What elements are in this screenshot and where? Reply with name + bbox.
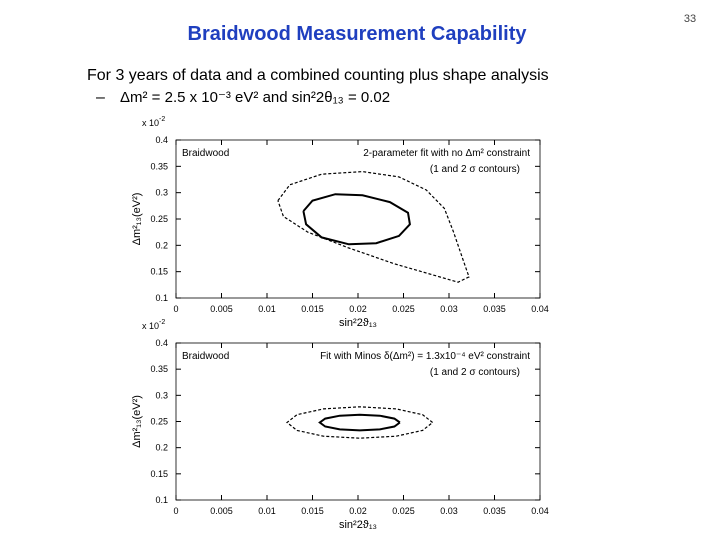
axis-multiplier: x 10-2	[142, 319, 165, 331]
slide-title: Braidwood Measurement Capability	[188, 23, 528, 45]
y-axis-label: Δm²₁₃(eV²)	[131, 395, 143, 448]
x-tick-label: 0.04	[531, 304, 549, 314]
x-axis-label: sin²2ϑ₁₃	[339, 519, 377, 531]
x-tick-label: 0.03	[440, 304, 458, 314]
annotation: Braidwood	[182, 351, 229, 362]
y-tick-label: 0.1	[155, 293, 168, 303]
x-axis-label: sin²2ϑ₁₃	[339, 317, 377, 329]
y-tick-label: 0.1	[155, 495, 168, 505]
x-tick-label: 0.025	[392, 304, 415, 314]
y-tick-label: 0.3	[155, 390, 168, 400]
x-tick-label: 0.005	[210, 506, 233, 516]
x-tick-label: 0.005	[210, 304, 233, 314]
y-tick-label: 0.3	[155, 188, 168, 198]
multiplier-base: x 10	[142, 321, 159, 331]
multiplier-base: x 10	[142, 118, 159, 128]
bullet: For 3 years of data and a combined count…	[87, 67, 549, 84]
x-tick-label: 0.015	[301, 304, 324, 314]
annotation: Braidwood	[182, 148, 229, 159]
y-tick-label: 0.4	[155, 135, 168, 145]
annotation: (1 and 2 σ contours)	[430, 367, 520, 378]
x-tick-label: 0.04	[531, 506, 549, 516]
axis-multiplier: x 10-2	[142, 116, 165, 128]
sub-bullet: Δm² = 2.5 x 10⁻³ eV² and sin²2θ₁₃ = 0.02	[120, 89, 390, 106]
annotation: (1 and 2 σ contours)	[430, 164, 520, 175]
contour	[286, 406, 433, 439]
y-tick-label: 0.25	[150, 214, 168, 224]
x-tick-label: 0.02	[349, 506, 367, 516]
multiplier-exponent: -2	[159, 116, 165, 123]
x-tick-label: 0	[173, 304, 178, 314]
sub-marker: –	[96, 89, 105, 106]
y-tick-label: 0.35	[150, 364, 168, 374]
x-tick-label: 0.035	[483, 304, 506, 314]
contour	[277, 170, 470, 283]
page-number: 33	[684, 13, 696, 25]
x-tick-label: 0.025	[392, 506, 415, 516]
y-tick-label: 0.15	[150, 267, 168, 277]
x-tick-label: 0.015	[301, 506, 324, 516]
annotation: Fit with Minos δ(Δm²) = 1.3x10⁻⁴ eV² con…	[320, 351, 530, 362]
contour	[318, 413, 401, 432]
y-tick-label: 0.15	[150, 469, 168, 479]
x-tick-label: 0.01	[258, 304, 276, 314]
x-tick-label: 0	[173, 506, 178, 516]
contour	[302, 193, 411, 246]
y-tick-label: 0.25	[150, 417, 168, 427]
y-tick-label: 0.2	[155, 443, 168, 453]
y-tick-label: 0.2	[155, 240, 168, 250]
x-tick-label: 0.035	[483, 506, 506, 516]
y-tick-label: 0.35	[150, 161, 168, 171]
multiplier-exponent: -2	[159, 319, 165, 326]
annotation: 2-parameter fit with no Δm² constraint	[363, 148, 530, 159]
x-tick-label: 0.01	[258, 506, 276, 516]
x-tick-label: 0.02	[349, 304, 367, 314]
y-tick-label: 0.4	[155, 338, 168, 348]
x-tick-label: 0.03	[440, 506, 458, 516]
y-axis-label: Δm²₁₃(eV²)	[131, 193, 143, 246]
